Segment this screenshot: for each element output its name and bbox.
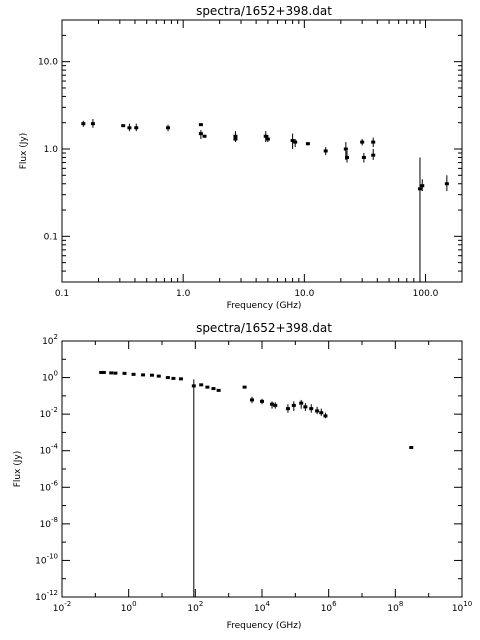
data-point <box>417 187 422 191</box>
bottom-y-axis-label: Flux (Jy) <box>13 451 23 488</box>
data-point <box>290 139 295 143</box>
top-ticks: 0.1 1.0 10.0 100.0 0.1 1.0 10.0 <box>38 20 462 299</box>
data-point <box>211 387 216 391</box>
data-point <box>360 140 365 144</box>
data-point <box>305 142 310 146</box>
bottom-x-axis-label: Frequency (GHz) <box>227 621 302 631</box>
data-point <box>260 399 264 403</box>
data-point <box>198 123 203 127</box>
data-point <box>90 122 95 126</box>
data-point <box>205 385 210 389</box>
top-x-tick-label: 1.0 <box>176 289 191 299</box>
data-point <box>361 155 366 159</box>
data-point <box>178 377 183 381</box>
data-point <box>216 388 221 392</box>
data-point <box>319 411 324 415</box>
data-point <box>265 137 270 141</box>
bottom-y-tick-label: 10-10 <box>35 552 58 566</box>
top-panel: spectra/1652+398.dat Frequency (GHz) Flu… <box>19 4 463 311</box>
top-x-tick-label: 100.0 <box>413 289 439 299</box>
data-point <box>444 182 449 186</box>
top-y-tick-label: 1.0 <box>44 145 59 155</box>
top-y-tick-label: 10.0 <box>38 58 58 68</box>
data-point <box>101 370 106 374</box>
data-point <box>165 376 170 380</box>
data-point <box>149 373 154 377</box>
data-point <box>285 407 290 411</box>
data-point <box>233 137 238 141</box>
data-point <box>171 376 176 380</box>
bottom-y-tick-label: 10-2 <box>40 406 58 420</box>
top-data-points <box>81 119 449 282</box>
data-point <box>127 126 132 130</box>
bottom-y-tick-label: 100 <box>42 370 58 384</box>
data-point <box>122 371 127 375</box>
data-point <box>315 409 320 413</box>
bottom-data-points <box>99 370 414 597</box>
data-point <box>323 149 328 153</box>
top-chart-title: spectra/1652+398.dat <box>196 4 332 18</box>
bottom-x-tick-label: 10-2 <box>53 600 71 614</box>
top-y-tick-label: 0.1 <box>44 232 58 242</box>
data-point <box>273 403 278 407</box>
data-point <box>303 405 308 409</box>
data-point <box>134 126 139 130</box>
top-x-tick-label: 0.1 <box>55 289 69 299</box>
data-point <box>420 184 425 188</box>
bottom-x-tick-label: 1010 <box>452 600 472 614</box>
bottom-y-tick-label: 10-4 <box>40 443 59 457</box>
data-point <box>191 384 196 388</box>
data-point <box>371 140 376 144</box>
data-point <box>270 402 275 406</box>
data-point <box>131 372 136 376</box>
bottom-y-tick-label: 102 <box>42 333 58 347</box>
data-point <box>291 403 296 407</box>
bottom-plot-frame <box>61 340 463 598</box>
bottom-y-tick-label: 10-8 <box>40 516 58 530</box>
top-x-axis-label: Frequency (GHz) <box>227 301 302 311</box>
data-point <box>242 385 247 389</box>
data-point <box>263 134 268 138</box>
top-plot-frame <box>61 19 463 283</box>
data-point <box>293 140 298 144</box>
data-point <box>109 371 114 375</box>
data-point <box>141 373 146 377</box>
data-point <box>299 401 304 405</box>
data-point <box>113 371 118 375</box>
bottom-panel: spectra/1652+398.dat Frequency (GHz) Flu… <box>13 321 472 631</box>
data-point <box>199 383 204 387</box>
data-point <box>345 155 350 159</box>
data-point <box>371 153 376 157</box>
bottom-y-tick-label: 10-6 <box>40 479 59 493</box>
bottom-chart-title: spectra/1652+398.dat <box>196 321 332 335</box>
data-point <box>309 407 314 411</box>
bottom-x-tick-label: 108 <box>387 600 403 614</box>
bottom-y-tick-label: 10-12 <box>35 589 58 603</box>
data-point <box>409 445 414 449</box>
bottom-x-tick-label: 104 <box>254 600 270 614</box>
data-point <box>121 124 126 128</box>
bottom-x-tick-label: 106 <box>321 600 337 614</box>
bottom-x-tick-label: 102 <box>187 600 203 614</box>
data-point <box>198 132 203 136</box>
data-point <box>202 134 207 138</box>
data-point <box>323 414 328 418</box>
bottom-x-tick-label: 100 <box>121 600 137 614</box>
top-y-axis-label: Flux (Jy) <box>19 133 29 170</box>
data-point <box>249 398 254 402</box>
data-point <box>166 126 171 130</box>
top-x-tick-label: 10.0 <box>294 289 314 299</box>
data-point <box>81 122 86 126</box>
data-point <box>343 147 348 151</box>
data-point <box>156 374 161 378</box>
bottom-ticks: 10-2 100 102 104 106 108 1010 10-12 10-10 10-8 10-… <box>35 333 472 614</box>
